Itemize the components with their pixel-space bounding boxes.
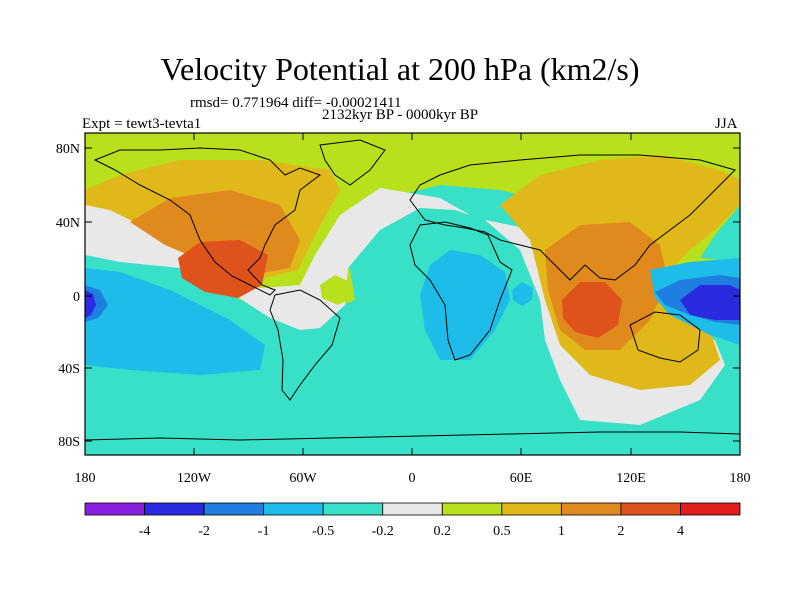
lon-tick-label: 180 [730, 471, 751, 486]
latitude-axis: 80N 40N 0 40S 80S [56, 142, 740, 450]
colorbar-swatch [203, 502, 265, 516]
lon-tick-label: 0 [409, 471, 416, 486]
colorbar-swatch [322, 502, 384, 516]
colorbar-swatch [680, 502, 741, 516]
period-text: 2132kyr BP - 0000kyr BP [322, 107, 479, 123]
colorbar-label: 2 [617, 524, 624, 539]
colorbar-label: -0.5 [312, 524, 334, 539]
coast-africa [409, 221, 513, 361]
lon-tick-label: 120E [616, 471, 646, 486]
colorbar-swatch [84, 502, 145, 516]
lat-tick-label: 80S [58, 435, 80, 450]
coast-greenland [319, 139, 386, 186]
colorbar-swatch [620, 502, 681, 516]
colorbar-label: 0.2 [434, 524, 452, 539]
map-title: Velocity Potential at 200 hPa (km2/s) [160, 51, 640, 87]
lon-tick-label: 60E [510, 471, 533, 486]
lat-tick-label: 0 [73, 290, 80, 305]
colorbar-label: -2 [198, 524, 210, 539]
field-blue-pacific-core [680, 285, 740, 320]
colorbar-swatch [441, 502, 503, 516]
field-red-ne-core [562, 282, 622, 338]
coast-europe-asia [409, 154, 736, 281]
colorbar-swatch [382, 502, 443, 516]
coast-antarctica [85, 431, 740, 441]
contour-field [85, 133, 740, 455]
colorbar-swatch [501, 502, 562, 516]
colorbar-label: 4 [677, 524, 684, 539]
stats-text: rmsd= 0.771964 diff= -0.00021411 [190, 95, 402, 111]
colorbar: -4 -2 -1 -0.5 -0.2 0.2 0.5 1 2 4 [84, 502, 741, 539]
colorbar-label: -0.2 [372, 524, 394, 539]
lon-tick-label: 180 [75, 471, 96, 486]
colorbar-swatch [144, 502, 205, 516]
coast-north-america [93, 147, 322, 296]
lon-tick-label: 60W [289, 471, 317, 486]
longitude-axis: 180 120W 60W 0 60E 120E 180 [75, 133, 751, 486]
field-green-atlantic [320, 275, 352, 305]
colorbar-label: -4 [139, 524, 151, 539]
colorbar-swatch [560, 502, 622, 516]
coast-south-america [269, 289, 341, 401]
coast-australia [629, 311, 701, 363]
lat-tick-label: 80N [56, 142, 80, 157]
lat-tick-label: 40S [58, 362, 80, 377]
colorbar-swatch [263, 502, 324, 516]
field-blue-west [85, 268, 265, 375]
season-label: JJA [715, 116, 738, 132]
colorbar-label: 1 [558, 524, 565, 539]
field-blue-west-core [85, 290, 96, 318]
field-blue-africa-spot [512, 282, 533, 306]
lon-tick-label: 120W [177, 471, 212, 486]
colorbar-label: -1 [258, 524, 270, 539]
experiment-label: Expt = tewt3-tevta1 [82, 116, 202, 132]
field-white-band-west [85, 188, 470, 330]
colorbar-label: 0.5 [493, 524, 511, 539]
coastlines [85, 139, 740, 441]
lat-tick-label: 40N [56, 216, 80, 231]
